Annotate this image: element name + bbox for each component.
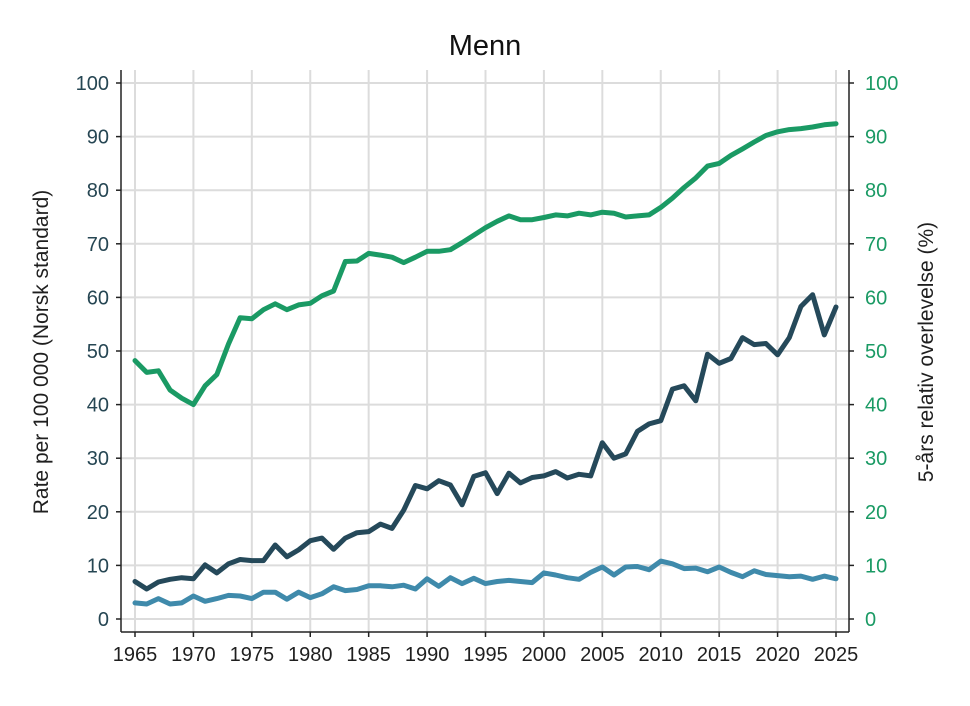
series-line-1 <box>132 121 839 408</box>
right-tick-label: 50 <box>865 341 887 363</box>
left-tick-label: 60 <box>87 287 109 309</box>
right-tick-label: 80 <box>865 180 887 202</box>
left-tick-label: 0 <box>98 609 109 631</box>
left-tick-label: 70 <box>87 234 109 256</box>
x-tick-label: 1985 <box>346 644 391 666</box>
x-tick-label: 2005 <box>580 644 625 666</box>
right-axis-title: 5-års relativ overlevelse (%) <box>915 222 938 482</box>
x-tick-label: 2010 <box>639 644 684 666</box>
series-lines <box>132 121 839 607</box>
left-axis-ticks: 0 10 20 30 40 50 60 70 80 90 100 <box>76 73 121 631</box>
right-tick-label: 100 <box>865 73 898 95</box>
x-tick-label: 2020 <box>755 644 800 666</box>
right-tick-label: 70 <box>865 234 887 256</box>
right-tick-label: 30 <box>865 448 887 470</box>
chart-title: Menn <box>449 30 522 62</box>
gridlines <box>121 70 849 632</box>
x-tick-label: 1970 <box>171 644 216 666</box>
x-tick-label: 2025 <box>814 644 859 666</box>
left-tick-label: 100 <box>76 73 109 95</box>
series-line-3 <box>132 558 839 607</box>
right-tick-label: 90 <box>865 127 887 149</box>
right-tick-label: 60 <box>865 287 887 309</box>
x-axis-ticks: 1965 1970 1975 1980 1985 1990 1995 2000 2005 2010… <box>113 632 859 666</box>
x-tick-label: 1995 <box>463 644 508 666</box>
x-tick-label: 1990 <box>405 644 450 666</box>
left-tick-label: 90 <box>87 127 109 149</box>
right-tick-label: 40 <box>865 395 887 417</box>
left-tick-label: 50 <box>87 341 109 363</box>
x-tick-label: 1975 <box>230 644 275 666</box>
x-tick-label: 1965 <box>113 644 158 666</box>
right-tick-label: 0 <box>865 609 876 631</box>
left-axis-title: Rate per 100 000 (Norsk standard) <box>30 190 53 515</box>
right-tick-label: 20 <box>865 502 887 524</box>
right-axis-ticks: 0 10 20 30 40 50 60 70 80 90 100 <box>849 73 898 631</box>
left-tick-label: 80 <box>87 180 109 202</box>
left-tick-label: 40 <box>87 395 109 417</box>
left-tick-label: 10 <box>87 555 109 577</box>
x-tick-label: 2000 <box>522 644 567 666</box>
x-tick-label: 2015 <box>697 644 742 666</box>
left-tick-label: 20 <box>87 502 109 524</box>
right-tick-label: 10 <box>865 555 887 577</box>
x-tick-label: 1980 <box>288 644 333 666</box>
series-line-2 <box>132 292 839 592</box>
left-tick-label: 30 <box>87 448 109 470</box>
